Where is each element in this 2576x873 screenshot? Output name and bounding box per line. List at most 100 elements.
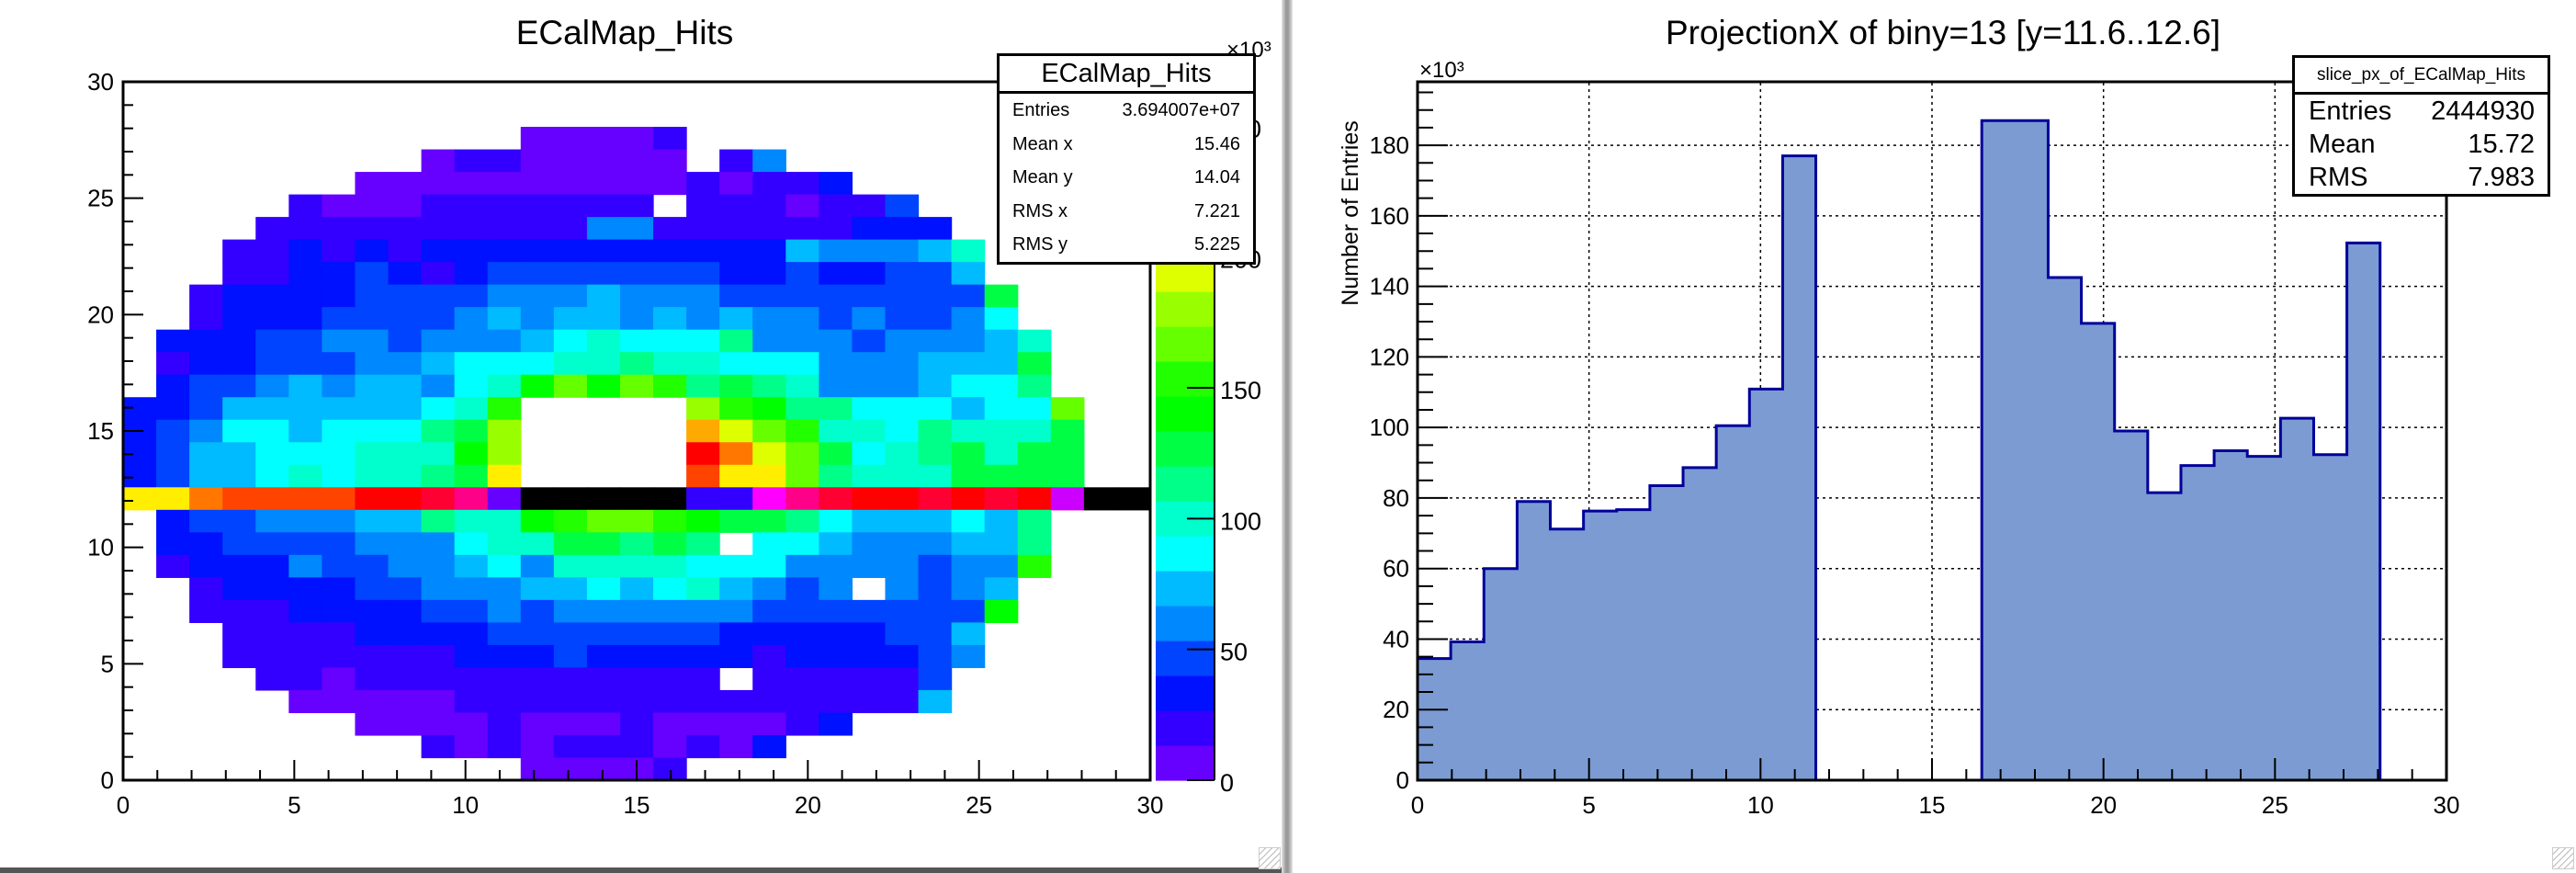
heatmap-cell xyxy=(255,217,289,241)
histogram-bar xyxy=(1550,528,1585,780)
heatmap-cell xyxy=(388,509,423,533)
heatmap-cell xyxy=(1017,554,1052,578)
heatmap-cell xyxy=(520,734,555,759)
heatmap-cell xyxy=(752,307,786,331)
heatmap-cell xyxy=(487,172,522,196)
heatmap-cell xyxy=(785,284,819,308)
heatmap-cell xyxy=(852,622,887,646)
heatmap-cell xyxy=(388,217,423,241)
heatmap-cell xyxy=(951,464,986,488)
histogram-bar xyxy=(2313,454,2348,780)
heatmap-cell xyxy=(586,262,621,286)
heatmap-cell xyxy=(852,284,887,308)
heatmap-cell xyxy=(785,262,819,286)
heatmap-cell xyxy=(388,554,423,578)
heatmap-cell xyxy=(885,509,920,533)
heatmap-cell xyxy=(752,284,786,308)
heatmap[interactable] xyxy=(123,127,1151,781)
resize-grip-icon[interactable] xyxy=(2552,847,2574,869)
heatmap-cell xyxy=(222,307,256,331)
heatmap-cell xyxy=(653,532,687,556)
heatmap-cell xyxy=(553,172,588,196)
heatmap-cell xyxy=(586,374,621,398)
stats-box-projection[interactable]: slice_px_of_ECalMap_Hits Entries 2444930 … xyxy=(2292,55,2550,197)
y-tick-label: 10 xyxy=(87,534,114,561)
heatmap-cell xyxy=(719,194,753,218)
heatmap-cell xyxy=(984,352,1019,376)
heatmap-cell xyxy=(951,644,986,669)
heatmap-cell xyxy=(885,532,920,556)
heatmap-cell xyxy=(322,419,356,443)
heatmap-cell xyxy=(322,509,356,533)
heatmap-cell xyxy=(322,464,356,488)
heatmap-cell xyxy=(1017,419,1052,443)
heatmap-cell xyxy=(454,307,489,331)
heatmap-cell xyxy=(852,689,887,714)
heatmap-cell xyxy=(487,487,522,511)
heatmap-cell xyxy=(421,577,456,601)
heatmap-cell xyxy=(189,284,223,308)
stats-box-heatmap[interactable]: ECalMap_Hits Entries 3.694007e+07 Mean x 1… xyxy=(997,53,1256,265)
heatmap-cell xyxy=(487,464,522,488)
y-tick-label: 160 xyxy=(1370,202,1409,230)
heatmap-cell xyxy=(553,577,588,601)
heatmap-cell xyxy=(586,149,621,173)
heatmap-cell xyxy=(653,487,687,511)
heatmap-cell xyxy=(852,194,887,218)
panel-splitter[interactable] xyxy=(1282,0,1293,873)
heatmap-cell xyxy=(586,644,621,669)
heatmap-cell xyxy=(156,352,190,376)
heatmap-cell xyxy=(686,667,720,691)
heatmap-cell xyxy=(984,329,1019,353)
heatmap-cell xyxy=(222,487,256,511)
heatmap-cell xyxy=(785,509,819,533)
heatmap-cell xyxy=(222,419,256,443)
palette-tick-label: 50 xyxy=(1220,639,1248,666)
histogram[interactable] xyxy=(1418,119,2446,782)
heatmap-cell xyxy=(785,712,819,736)
heatmap-cell xyxy=(752,172,786,196)
heatmap-cell xyxy=(586,284,621,308)
heatmap-cell xyxy=(322,284,356,308)
heatmap-cell xyxy=(454,329,489,353)
heatmap-cell xyxy=(388,667,423,691)
heatmap-cell xyxy=(421,419,456,443)
histogram-bar xyxy=(1616,509,1651,780)
x-tick-label: 15 xyxy=(624,791,650,819)
heatmap-cell xyxy=(553,622,588,646)
heatmap-cell xyxy=(752,689,786,714)
resize-grip-icon[interactable] xyxy=(1259,847,1281,869)
heatmap-cell xyxy=(189,397,223,421)
heatmap-cell xyxy=(852,239,887,263)
heatmap-cell xyxy=(388,532,423,556)
heatmap-cell xyxy=(288,239,322,263)
heatmap-cell xyxy=(785,419,819,443)
heatmap-cell xyxy=(520,487,555,511)
histogram-bar xyxy=(1716,425,1750,780)
heatmap-cell xyxy=(189,532,223,556)
heatmap-cell xyxy=(686,532,720,556)
heatmap-cell xyxy=(288,554,322,578)
x-tick-label: 30 xyxy=(2434,791,2460,819)
heatmap-cell xyxy=(388,689,423,714)
x-tick-label: 10 xyxy=(452,791,479,819)
heatmap-cell xyxy=(885,577,920,601)
y-tick-label: 0 xyxy=(101,766,114,794)
heatmap-cell xyxy=(719,599,753,623)
heatmap-cell xyxy=(852,532,887,556)
palette-swatch xyxy=(1156,361,1215,397)
heatmap-cell xyxy=(918,329,953,353)
heatmap-cell xyxy=(984,554,1019,578)
heatmap-cell xyxy=(984,419,1019,443)
heatmap-cell xyxy=(288,532,322,556)
heatmap-cell xyxy=(487,307,522,331)
heatmap-cell xyxy=(288,194,322,218)
heatmap-cell xyxy=(520,532,555,556)
heatmap-cell xyxy=(1050,397,1085,421)
heatmap-cell xyxy=(653,644,687,669)
x-tick-label: 0 xyxy=(1411,791,1424,819)
heatmap-cell xyxy=(123,397,157,421)
heatmap-cell xyxy=(421,442,456,466)
heatmap-cell xyxy=(255,397,289,421)
heatmap-cell xyxy=(421,464,456,488)
